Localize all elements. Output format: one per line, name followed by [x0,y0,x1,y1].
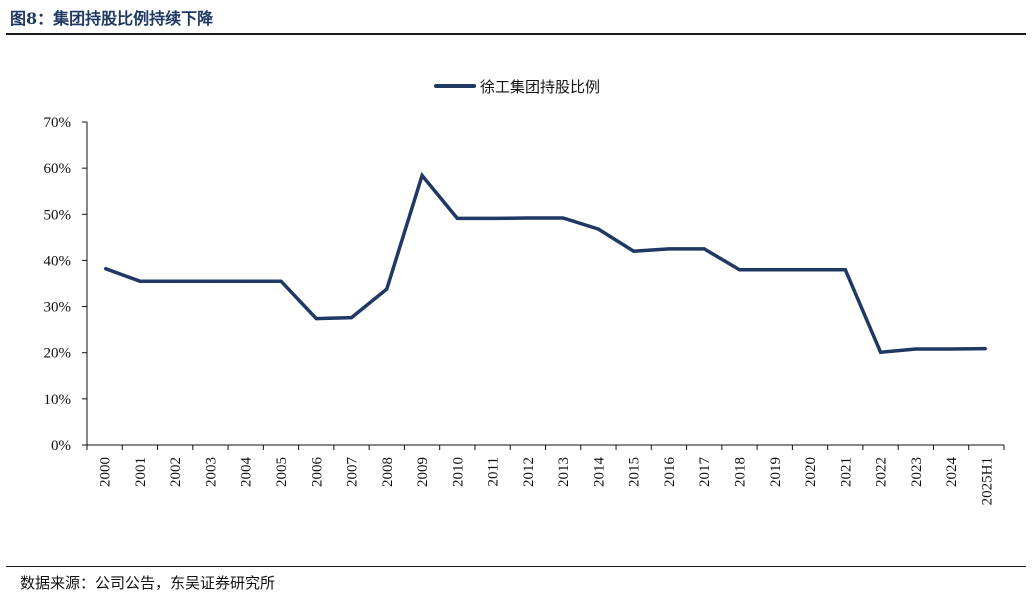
x-tick-label: 2016 [662,457,678,488]
x-tick-label: 2014 [591,457,607,488]
x-tick-label: 2000 [98,457,114,487]
y-tick-label: 30% [44,300,72,316]
data-point [844,268,847,271]
x-tick-label: 2007 [345,457,361,488]
x-tick-label: 2001 [133,457,149,487]
x-tick-label: 2025H1 [979,457,995,505]
footer-divider [6,566,1026,567]
x-tick-label: 2005 [274,457,290,487]
source-note: 数据来源：公司公告，东吴证券研究所 [20,574,276,592]
line-chart: 徐工集团持股比例 0%10%20%30%40%50%60%70% 2000 200… [44,78,1005,505]
data-point [103,267,106,270]
data-point [915,348,917,350]
title-divider [6,33,1026,35]
series-line [103,171,987,355]
data-point [385,288,388,290]
x-tick-label: 2021 [838,457,854,487]
x-tick-label: 2002 [168,457,184,487]
y-tick-label: 50% [44,207,72,223]
x-tick-label: 2022 [874,457,890,487]
data-point [350,316,353,319]
x-tick-label: 2023 [909,457,925,487]
data-point [139,280,141,282]
y-tick-label: 0% [51,438,71,454]
data-point [174,280,176,282]
x-tick-label: 2012 [521,457,537,487]
data-point [950,348,952,350]
legend: 徐工集团持股比例 [434,78,600,96]
data-point [315,317,318,320]
x-tick-label: 2006 [309,457,325,488]
data-point [209,280,212,282]
plot-area [103,171,988,355]
x-tick-label: 2009 [415,457,431,487]
data-point [244,280,247,282]
data-point [809,268,811,271]
x-tick-label: 2015 [627,457,643,487]
data-point [491,217,494,220]
x-axis: 2000 2001 2002 2003 2004 2005 2006 2007 2008 2009… [86,444,1005,505]
x-tick-label: 2020 [803,457,819,487]
x-tick-label: 2019 [768,457,784,487]
data-point [632,250,635,252]
legend-label: 徐工集团持股比例 [480,78,600,96]
data-point [985,347,988,350]
data-point [421,174,423,177]
x-tick-label: 2013 [556,457,572,487]
x-tick-label: 2017 [697,457,713,488]
x-tick-label: 2003 [203,457,219,487]
data-point [597,228,600,230]
data-point [562,217,564,219]
y-tick-label: 70% [44,115,72,131]
x-tick-label: 2024 [944,457,960,488]
y-tick-label: 20% [44,346,72,362]
data-point [773,268,776,271]
data-point [456,217,459,220]
data-point [879,351,882,354]
y-tick-label: 40% [44,253,72,269]
data-point [668,248,670,250]
x-tick-label: 2010 [450,457,466,487]
y-axis: 0% 10% 20% 30% 40% 50% 60% 70% [44,115,88,454]
data-point [527,217,529,219]
y-tick-label: 60% [44,161,72,177]
x-tick-label: 2004 [239,457,255,488]
x-tick-label: 2008 [380,457,396,487]
data-point [703,248,706,250]
data-point [738,268,741,271]
figure-title: 图8：集团持股比例持续下降 [10,9,214,28]
data-point [280,280,282,282]
x-tick-label: 2011 [486,457,502,486]
x-tick-label: 2018 [732,457,748,487]
y-tick-label: 10% [44,392,72,408]
